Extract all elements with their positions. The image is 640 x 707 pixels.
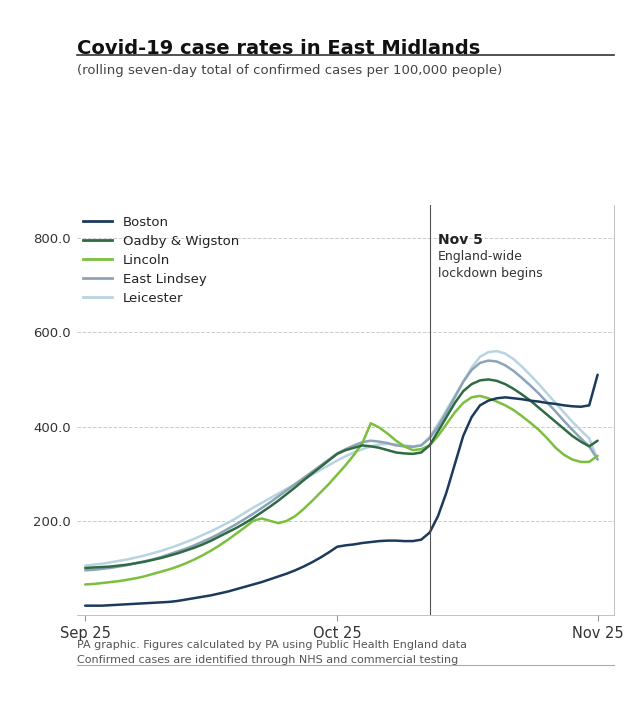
Text: (rolling seven-day total of confirmed cases per 100,000 people): (rolling seven-day total of confirmed ca… bbox=[77, 64, 502, 76]
Legend: Boston, Oadby & Wigston, Lincoln, East Lindsey, Leicester: Boston, Oadby & Wigston, Lincoln, East L… bbox=[83, 216, 239, 305]
Text: PA graphic. Figures calculated by PA using Public Health England data: PA graphic. Figures calculated by PA usi… bbox=[77, 640, 467, 650]
Text: England-wide
lockdown begins: England-wide lockdown begins bbox=[438, 250, 543, 280]
Text: Confirmed cases are identified through NHS and commercial testing: Confirmed cases are identified through N… bbox=[77, 655, 458, 665]
Text: Nov 5: Nov 5 bbox=[438, 233, 483, 247]
Text: Covid-19 case rates in East Midlands: Covid-19 case rates in East Midlands bbox=[77, 39, 480, 58]
